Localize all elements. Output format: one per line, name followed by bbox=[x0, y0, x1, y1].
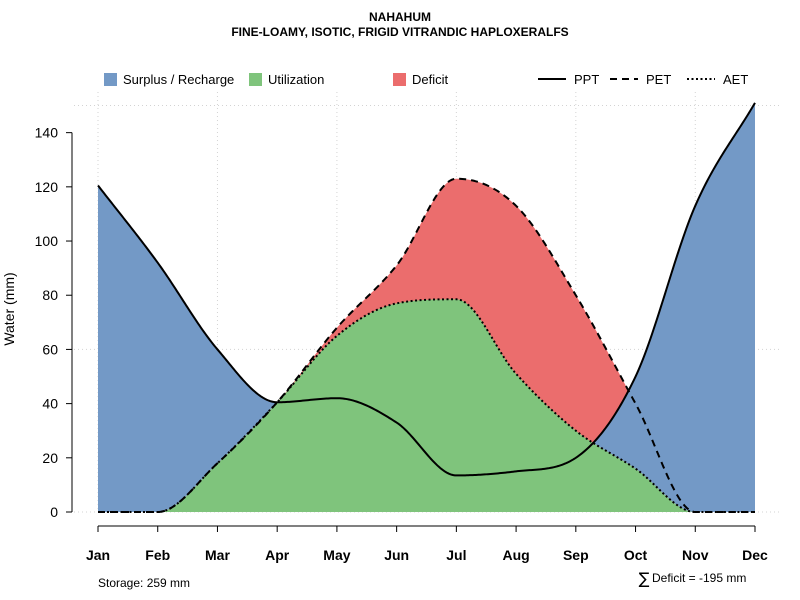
x-tick-label-aug: Aug bbox=[502, 547, 529, 563]
series-line-ppt bbox=[97, 102, 756, 477]
axes: 0 20 40 60 80 100 120 140 Jan Feb Mar Apr May Jun Jul A… bbox=[35, 125, 768, 563]
legend-label: PPT bbox=[574, 72, 599, 87]
y-tick-label: 120 bbox=[35, 179, 59, 195]
legend-label: AET bbox=[723, 72, 748, 87]
x-tick-label-dec: Dec bbox=[742, 547, 768, 563]
x-tick-label-feb: Feb bbox=[145, 547, 170, 563]
legend-label: Deficit bbox=[412, 72, 449, 87]
legend-swatch bbox=[104, 73, 117, 86]
y-axis-title: Water (mm) bbox=[1, 272, 17, 345]
legend-label: Utilization bbox=[268, 72, 324, 87]
deficit-sum-icon: ∑ bbox=[639, 569, 650, 588]
chart-title: NAHAHUM bbox=[369, 10, 431, 24]
area-fills bbox=[98, 102, 755, 512]
x-tick-label-jul: Jul bbox=[446, 547, 466, 563]
y-tick-label: 80 bbox=[42, 287, 58, 303]
y-tick-label: 100 bbox=[35, 233, 59, 249]
legend-label: PET bbox=[646, 72, 671, 87]
legend-swatch bbox=[393, 73, 406, 86]
legend: Surplus / Recharge Utilization Deficit PPT P… bbox=[104, 72, 748, 87]
x-tick-label-may: May bbox=[323, 547, 350, 563]
x-tick-label-sep: Sep bbox=[563, 547, 589, 563]
y-tick-label: 140 bbox=[35, 125, 59, 141]
series-line-pet bbox=[98, 177, 755, 513]
x-tick-label-oct: Oct bbox=[624, 547, 648, 563]
x-tick-label-nov: Nov bbox=[682, 547, 709, 563]
y-tick-label: 20 bbox=[42, 450, 58, 466]
deficit-note: Deficit = -195 mm bbox=[652, 571, 746, 585]
x-tick-label-apr: Apr bbox=[265, 547, 290, 563]
x-tick-label-mar: Mar bbox=[205, 547, 230, 563]
utilization-area bbox=[98, 299, 755, 512]
legend-label: Surplus / Recharge bbox=[123, 72, 234, 87]
series-lines bbox=[97, 102, 756, 513]
x-tick-label-jun: Jun bbox=[384, 547, 409, 563]
y-tick-label: 40 bbox=[42, 396, 58, 412]
chart-subtitle: FINE-LOAMY, ISOTIC, FRIGID VITRANDIC HAP… bbox=[231, 25, 568, 39]
y-tick-label: 60 bbox=[42, 341, 58, 357]
legend-swatch bbox=[249, 73, 262, 86]
y-tick-label: 0 bbox=[50, 504, 58, 520]
x-tick-label-jan: Jan bbox=[86, 547, 110, 563]
surplus-area bbox=[98, 102, 755, 512]
storage-note: Storage: 259 mm bbox=[98, 576, 190, 590]
